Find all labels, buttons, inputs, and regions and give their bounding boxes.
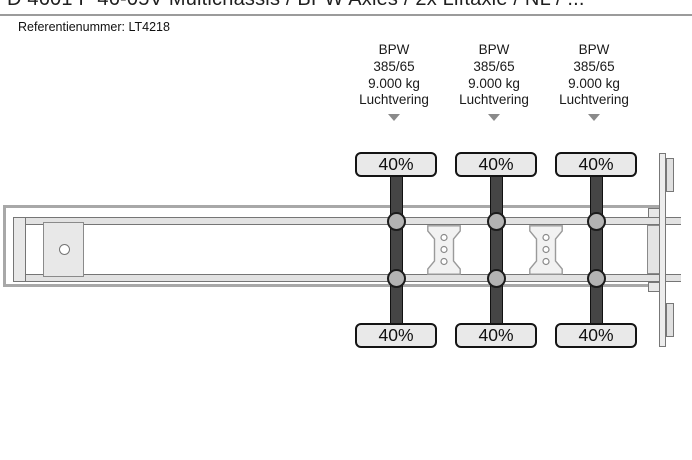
wheel-load-label: 40% [478, 154, 514, 174]
axle-suspension: Luchtvering [459, 92, 529, 108]
axle-brand: BPW [578, 42, 610, 57]
axle-brand: BPW [478, 42, 510, 57]
tire-axle3-bottom: 40% [555, 323, 637, 348]
axle-2-hub-top [486, 211, 506, 231]
wheel-load-label: 40% [378, 325, 414, 345]
axle-3-hub-top [586, 211, 606, 231]
wheel-load-label: 40% [478, 325, 514, 345]
kingpin-icon [59, 244, 70, 255]
axle-1-hub-bottom [386, 268, 406, 288]
reference-number: Referentienummer: LT4218 [18, 20, 170, 34]
axle-brand: BPW [378, 42, 410, 57]
axle-spec-dropdown-2: BPW 385/65 9.000 kg Luchtvering [434, 42, 554, 122]
chassis-rail-top [13, 217, 681, 225]
chevron-down-icon[interactable] [488, 114, 500, 122]
axle-suspension: Luchtvering [559, 92, 629, 108]
axle-spec-dropdown-3: BPW 385/65 9.000 kg Luchtvering [534, 42, 654, 122]
axle-capacity: 9.000 kg [468, 75, 520, 91]
kingpin-plate [43, 222, 84, 277]
axle-suspension: Luchtvering [359, 92, 429, 108]
rear-bumper-bar [658, 153, 666, 347]
chevron-down-icon[interactable] [388, 114, 400, 122]
wheel-load-label: 40% [578, 154, 614, 174]
axle-bar-1 [389, 168, 403, 332]
axle-bar-2 [489, 168, 503, 332]
chassis-outer-edge-bottom [3, 284, 660, 287]
axle-3-hub-bottom [586, 268, 606, 288]
axle-tyre-size: 385/65 [573, 58, 615, 74]
wheel-load-label: 40% [378, 154, 414, 174]
chassis-outer-edge-top [3, 205, 660, 208]
axle-tyre-size: 385/65 [373, 58, 415, 74]
wheel-load-label: 40% [578, 325, 614, 345]
crossmember-plate-1 [427, 224, 461, 275]
axle-tyre-size: 385/65 [473, 58, 515, 74]
front-crossmember [13, 217, 26, 282]
chassis-front-edge [3, 205, 6, 286]
tire-axle2-bottom: 40% [455, 323, 537, 348]
tire-axle3-top: 40% [555, 152, 637, 177]
axle-1-hub-top [386, 211, 406, 231]
axle-capacity: 9.000 kg [368, 75, 420, 91]
axle-2-hub-bottom [486, 268, 506, 288]
tire-axle1-bottom: 40% [355, 323, 437, 348]
axle-capacity: 9.000 kg [568, 75, 620, 91]
axle-bar-3 [589, 168, 603, 332]
rear-marker-top [665, 158, 674, 192]
tire-axle2-top: 40% [455, 152, 537, 177]
header-divider [0, 14, 692, 16]
tire-axle1-top: 40% [355, 152, 437, 177]
chevron-down-icon[interactable] [588, 114, 600, 122]
axle-spec-dropdown-1: BPW 385/65 9.000 kg Luchtvering [334, 42, 454, 122]
rear-marker-bottom [665, 303, 674, 337]
page-title: D 4601 P 46-05V Multichassis / BPW Axles… [7, 0, 585, 10]
chassis-rail-bottom [13, 274, 681, 282]
crossmember-plate-2 [529, 224, 563, 275]
